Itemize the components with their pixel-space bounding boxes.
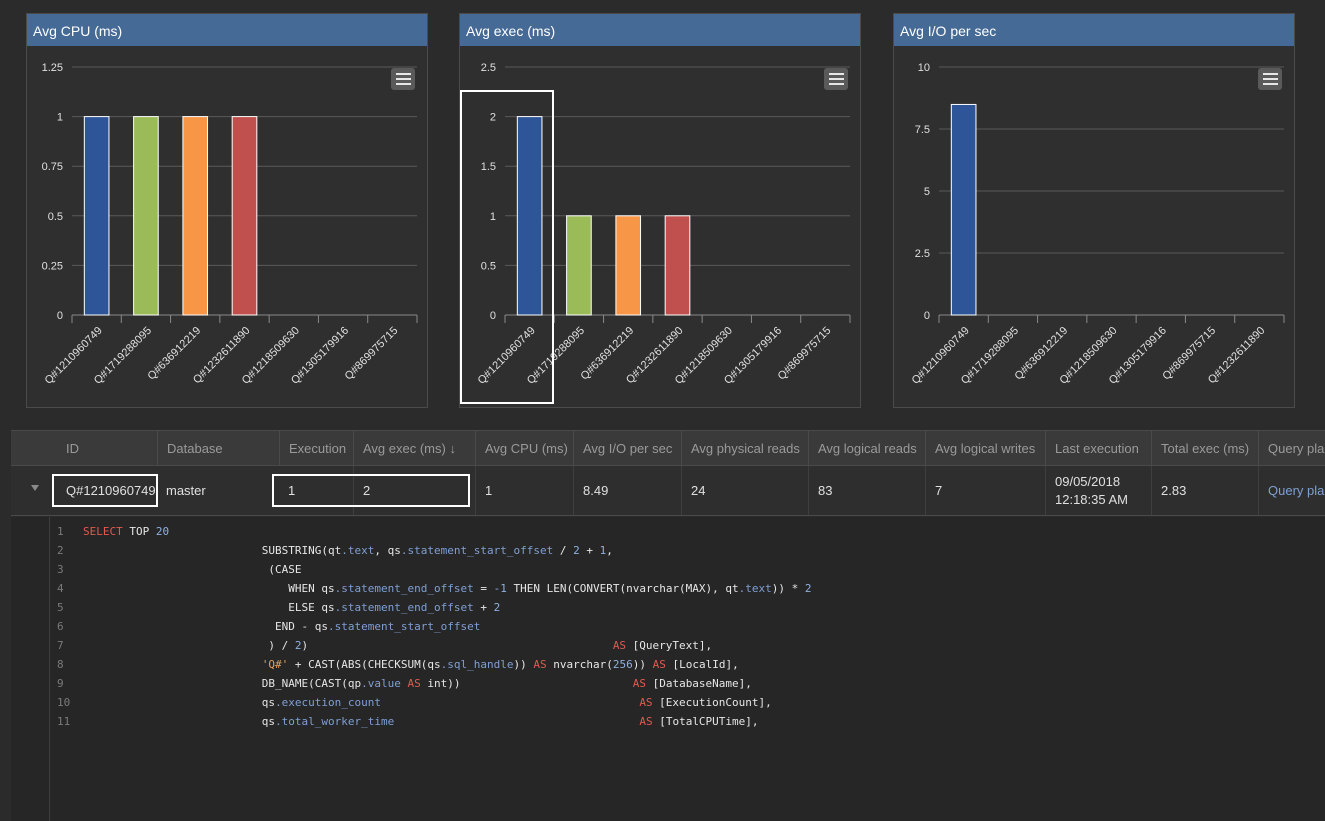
line-number: 10 [57, 696, 71, 709]
cell-total-exec: 2.83 [1151, 466, 1258, 515]
bar[interactable] [516, 116, 543, 316]
avg-exec-chart-panel: Avg exec (ms) 2.5 2 1.5 1 0.5 0 Q#1210960749 Q#… [459, 13, 861, 408]
y-tick-label: 2.5 [915, 248, 930, 260]
line-number: 11 [57, 715, 71, 728]
line-number: 2 [57, 544, 64, 557]
column-header-execution[interactable]: Execution [279, 431, 353, 465]
column-header-id[interactable]: ID [66, 441, 79, 456]
sql-code-viewer[interactable]: 1 SELECT TOP 20 2 SUBSTRING(qt.text, qs.s… [11, 517, 1325, 821]
column-header-total-exec[interactable]: Total exec (ms) [1151, 431, 1258, 465]
y-tick-label: 0.75 [42, 161, 63, 173]
cell-avg-io: 8.49 [573, 466, 681, 515]
x-tick-label: Q#869975715 [343, 325, 401, 383]
avg-io-chart: 107.552.50Q#1210960749Q#1719288095Q#6369… [910, 62, 1285, 387]
query-grid: ID Database Execution Avg exec (ms) ↓ Av… [11, 430, 1325, 821]
last-execution-time: 12:18:35 AM [1055, 491, 1128, 507]
chart-title: Avg I/O per sec [894, 14, 1294, 46]
line-number: 6 [57, 620, 64, 633]
last-execution-date: 09/05/2018 [1055, 473, 1121, 489]
collapse-caret-icon[interactable] [31, 485, 39, 491]
y-tick-label: 0 [490, 310, 496, 322]
line-number: 1 [57, 525, 64, 538]
y-tick-label: 0 [924, 310, 930, 322]
cell-id: Q#1210960749 [66, 483, 156, 498]
y-tick-label: 0.5 [481, 260, 496, 272]
column-header-database[interactable]: Database [157, 431, 279, 465]
code-gutter [49, 517, 50, 821]
column-header-query-plan[interactable]: Query plan [1258, 431, 1325, 465]
y-tick-label: 10 [918, 62, 930, 74]
bar[interactable] [566, 215, 592, 316]
column-header-avg-logical-writes[interactable]: Avg logical writes [925, 431, 1045, 465]
y-tick-label: 0 [57, 310, 63, 322]
bar[interactable] [133, 116, 159, 316]
chart-menu-icon[interactable] [391, 68, 415, 90]
bar[interactable] [615, 215, 642, 316]
grid-header: ID Database Execution Avg exec (ms) ↓ Av… [11, 430, 1325, 466]
y-tick-label: 7.5 [915, 124, 930, 136]
bar[interactable] [664, 215, 691, 316]
chart-title: Avg exec (ms) [460, 14, 860, 46]
chart-title: Avg CPU (ms) [27, 14, 427, 46]
chart-menu-icon[interactable] [824, 68, 848, 90]
bar[interactable] [231, 116, 258, 316]
y-tick-label: 5 [924, 186, 930, 198]
y-tick-label: 1.25 [42, 62, 63, 74]
avg-cpu-chart: 1.2510.750.50.250Q#1210960749Q#171928809… [42, 62, 418, 387]
bar[interactable] [950, 103, 977, 316]
cell-query-plan: Query plan [1258, 466, 1325, 515]
cell-avg-exec: 2 [353, 466, 475, 515]
cell-avg-physical-reads: 24 [681, 466, 808, 515]
y-tick-label: 1 [57, 112, 63, 124]
y-tick-label: 2 [490, 112, 496, 124]
avg-cpu-chart-panel: Avg CPU (ms) 1.25 1 0.75 0.5 0.25 0 Q#12109607… [26, 13, 428, 408]
cell-database: master [166, 483, 206, 498]
chart-menu-icon[interactable] [1258, 68, 1282, 90]
cell-avg-logical-reads: 83 [808, 466, 925, 515]
table-row[interactable]: Q#1210960749 master 1 2 1 8.49 24 83 7 0… [11, 466, 1325, 516]
column-header-avg-logical-reads[interactable]: Avg logical reads [808, 431, 925, 465]
y-tick-label: 1.5 [481, 161, 496, 173]
line-number: 9 [57, 677, 64, 690]
bar[interactable] [182, 116, 209, 316]
y-tick-label: 1 [490, 211, 496, 223]
line-number: 3 [57, 563, 64, 576]
column-header-avg-exec[interactable]: Avg exec (ms) ↓ [353, 431, 475, 465]
cell-avg-cpu: 1 [475, 466, 573, 515]
y-tick-label: 0.25 [42, 260, 63, 272]
avg-exec-chart: 2.521.510.50Q#1210960749Q#1719288095Q#63… [476, 62, 851, 387]
line-number: 8 [57, 658, 64, 671]
query-plan-link[interactable]: Query plan [1268, 483, 1325, 498]
line-number: 7 [57, 639, 64, 652]
column-header-avg-physical-reads[interactable]: Avg physical reads [681, 431, 808, 465]
cell-avg-logical-writes: 7 [925, 466, 1045, 515]
column-header-avg-cpu[interactable]: Avg CPU (ms) [475, 431, 573, 465]
y-tick-label: 2.5 [481, 62, 496, 74]
x-tick-label: Q#869975715 [776, 325, 834, 383]
line-number: 4 [57, 582, 64, 595]
line-number: 5 [57, 601, 64, 614]
avg-io-chart-panel: Avg I/O per sec 10 7.5 5 2.5 0 Q#1210960749 Q#… [893, 13, 1295, 408]
bar[interactable] [83, 116, 110, 316]
column-header-last-execution[interactable]: Last execution [1045, 431, 1151, 465]
cell-execution: 1 [288, 483, 296, 498]
y-tick-label: 0.5 [48, 211, 63, 223]
cell-last-execution: 09/05/2018 12:18:35 AM [1045, 466, 1151, 515]
column-header-avg-io[interactable]: Avg I/O per sec [573, 431, 681, 465]
